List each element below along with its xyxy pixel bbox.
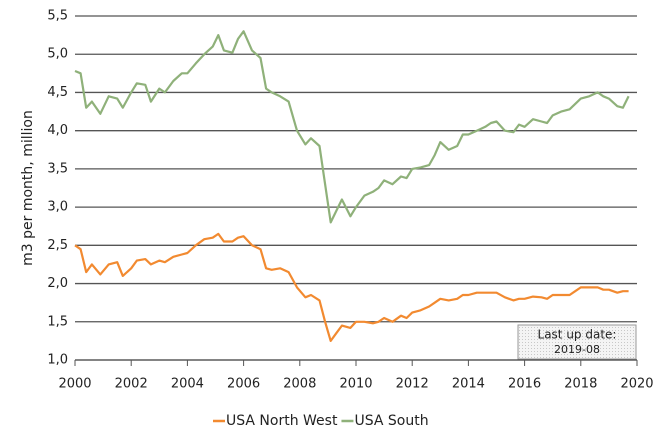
y-tick-label: 3,0 [47,200,68,215]
y-tick-label: 1,0 [47,353,68,368]
x-tick-label: 2020 [620,377,653,392]
y-tick-label: 1,5 [47,314,68,329]
annotation-box [517,324,637,360]
x-tick-label: 2006 [227,377,260,392]
x-tick-label: 2018 [564,377,597,392]
legend-label: USA North West [226,413,338,429]
annotation: Last up date: [538,328,617,342]
x-tick-label: 2000 [58,377,91,392]
x-tick-label: 2010 [339,377,372,392]
y-axis-label: m3 per month, million [20,110,36,266]
y-tick-label: 3,5 [47,161,68,176]
line-series [74,30,630,224]
y-tick-label: 2,0 [47,276,68,291]
x-tick-label: 2016 [508,377,541,392]
line-series [74,232,629,342]
x-tick-label: 2012 [396,377,429,392]
x-tick-label: 2004 [171,377,204,392]
x-tick-label: 2008 [283,377,316,392]
y-tick-label: 2,5 [47,238,68,253]
y-tick-label: 4,5 [47,85,68,100]
x-tick-label: 2014 [452,377,485,392]
x-tick-label: 2002 [115,377,148,392]
legend-label: USA South [354,413,428,429]
y-tick-label: 4,0 [47,123,68,138]
annotation: 2019-08 [554,343,600,356]
y-tick-label: 5,0 [47,47,68,62]
y-tick-label: 5,5 [47,9,68,24]
